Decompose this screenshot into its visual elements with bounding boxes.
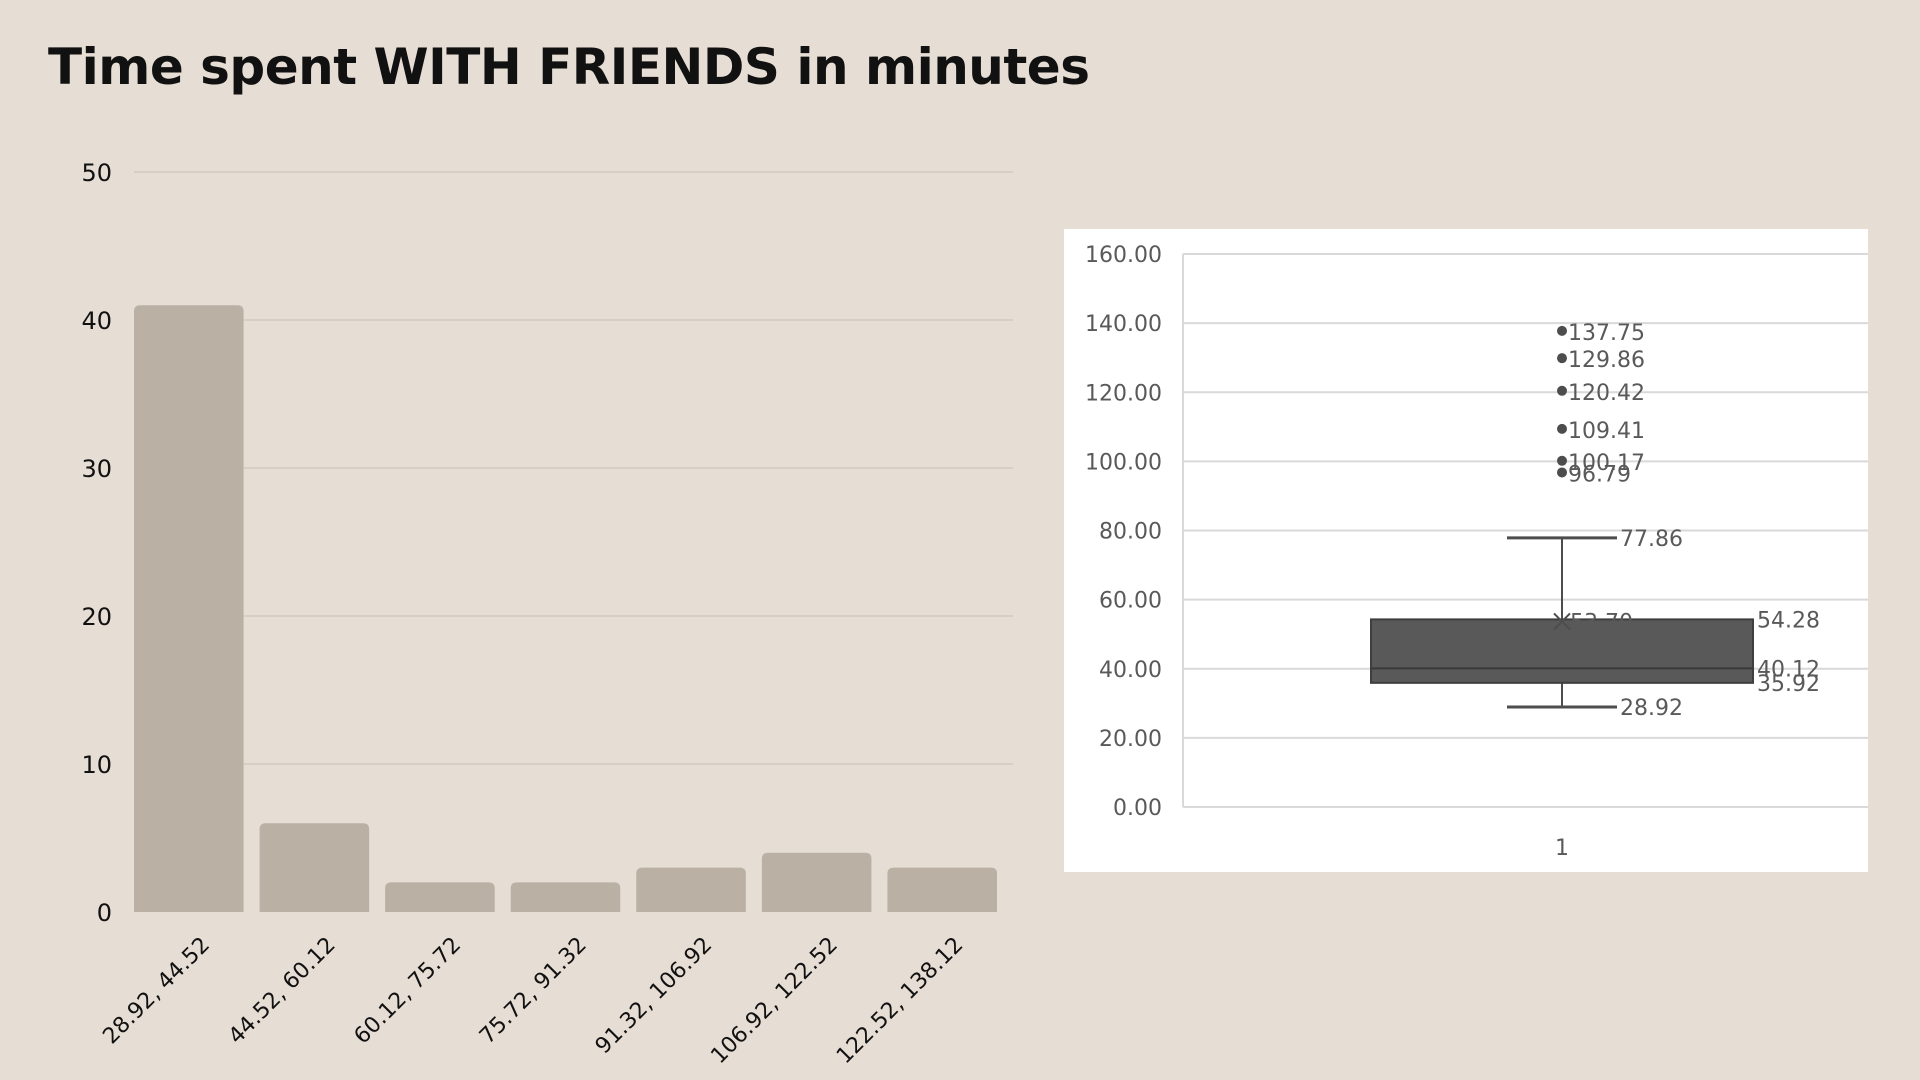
outlier-point [1557, 325, 1567, 336]
histogram-bar [134, 305, 244, 912]
median-label: 40.12 [1757, 657, 1820, 682]
outlier-point [1557, 467, 1567, 478]
outlier-point [1557, 455, 1567, 466]
x-tick-label: 28.92, 44.52 [98, 933, 215, 1050]
y-tick-label: 100.00 [1085, 450, 1162, 475]
mean-label: 53.70 [1570, 610, 1633, 635]
histogram-bar [887, 867, 997, 912]
x-tick-label: 75.72, 91.32 [475, 933, 592, 1050]
histogram-bar [636, 867, 746, 912]
histogram-chart: 0 10 20 30 40 50 28.92, 44.52 44.52, 60.12 60.12… [81, 159, 1013, 1069]
max-label: 77.86 [1620, 527, 1683, 552]
outlier-label: 100.17 [1568, 451, 1645, 476]
histogram-bar [510, 882, 621, 912]
box-plot-chart: 0.0020.0040.0060.0080.00100.00120.00140.… [1085, 243, 1868, 861]
x-tick-label: 1 [1555, 836, 1569, 861]
histogram-bar [385, 882, 495, 912]
x-tick-label: 106.92, 122.52 [706, 933, 842, 1069]
outlier-label: 129.86 [1568, 348, 1645, 373]
y-tick-label: 140.00 [1085, 312, 1162, 337]
y-tick-label: 0 [97, 899, 112, 927]
outlier-point [1557, 353, 1567, 364]
y-tick-label: 160.00 [1085, 243, 1162, 268]
x-tick-label: 60.12, 75.72 [350, 933, 467, 1050]
x-tick-label: 122.52, 138.12 [832, 933, 968, 1069]
q3-label: 54.28 [1757, 608, 1820, 633]
histogram-bar [259, 823, 370, 912]
y-tick-label: 10 [81, 751, 112, 779]
y-tick-label: 40.00 [1099, 658, 1162, 683]
outlier-label: 96.79 [1568, 462, 1631, 487]
iqr-box [1370, 618, 1754, 684]
y-tick-label: 80.00 [1099, 520, 1162, 545]
outlier-label: 120.42 [1568, 381, 1645, 406]
y-tick-label: 20 [81, 603, 112, 631]
y-tick-label: 20.00 [1099, 727, 1162, 752]
y-tick-label: 120.00 [1085, 381, 1162, 406]
y-tick-label: 60.00 [1099, 589, 1162, 614]
outlier-point [1557, 423, 1567, 434]
histogram-bar [761, 852, 872, 912]
min-label: 28.92 [1620, 696, 1683, 721]
q1-label: 35.92 [1757, 672, 1820, 697]
x-tick-label: 91.32, 106.92 [591, 933, 718, 1060]
page-title: Time spent WITH FRIENDS in minutes [48, 38, 1090, 96]
x-tick-label: 44.52, 60.12 [224, 933, 341, 1050]
outlier-point [1557, 385, 1567, 396]
box-plot-panel: 0.00 20.00 40.00 60.00 80.00 100.00 120.00 140.… [1064, 229, 1868, 872]
y-tick-label: 30 [81, 455, 112, 483]
mean-marker [1553, 612, 1571, 631]
y-tick-label: 40 [81, 307, 112, 335]
outlier-label: 109.41 [1568, 419, 1645, 444]
y-tick-label: 0.00 [1113, 796, 1162, 821]
outlier-label: 137.75 [1568, 321, 1645, 346]
y-tick-label: 50 [81, 159, 112, 187]
